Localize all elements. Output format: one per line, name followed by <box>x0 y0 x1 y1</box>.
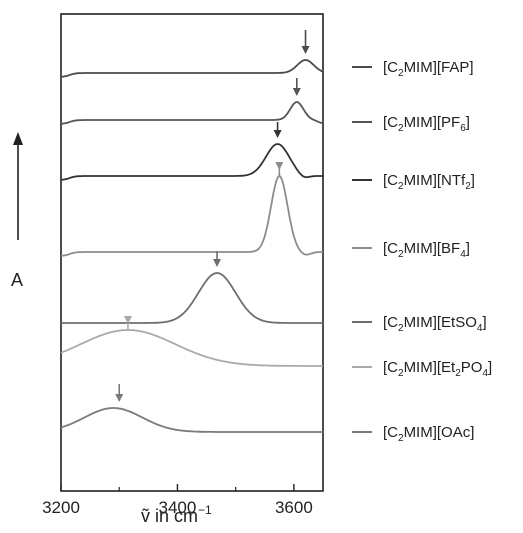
x-axis-ticks: 3200 3400 3600 <box>42 484 313 517</box>
peak-arrow-head-etso4 <box>213 259 222 267</box>
spectrum-line-et2po4 <box>60 329 323 367</box>
peak-arrows <box>115 30 310 402</box>
peak-arrow-head-fap <box>301 46 310 54</box>
spectrum-line-oac <box>60 407 323 433</box>
legend-label-bf4: [C2MIM][BF4] <box>383 240 470 260</box>
peak-arrow-head-oac <box>115 394 124 402</box>
legend: [C2MIM][FAP] [C2MIM][PF6] [C2MIM][NTf2] [C2… <box>352 59 492 444</box>
x-tick-label-3200: 3200 <box>42 498 80 517</box>
spectrum-line-ntf2 <box>60 143 323 181</box>
spectrum-line-pf6 <box>60 101 324 125</box>
spectrum-line-etso4 <box>61 272 323 324</box>
peak-arrow-head-et2po4 <box>123 316 132 324</box>
x-tick-label-3400: 3400 <box>159 498 197 517</box>
x-tick-label-3600: 3600 <box>275 498 313 517</box>
x-axis-title-exponent: −1 <box>198 503 212 517</box>
legend-label-et2po4: [C2MIM][Et2PO4] <box>383 359 492 379</box>
spectrum-line-bf4 <box>60 175 323 257</box>
legend-label-etso4: [C2MIM][EtSO4] <box>383 314 487 334</box>
spectra-curves <box>60 59 324 433</box>
legend-label-fap: [C2MIM][FAP] <box>383 59 474 79</box>
peak-arrow-head-bf4 <box>275 162 284 170</box>
legend-label-oac: [C2MIM][OAc] <box>383 424 474 444</box>
x-axis-title-main: ṽ in cm <box>141 506 198 526</box>
intensity-arrow-head <box>13 132 23 145</box>
legend-label-ntf2: [C2MIM][NTf2] <box>383 172 475 192</box>
y-axis-label: A <box>11 270 23 290</box>
x-axis-title: ṽ in cm−1 <box>141 503 212 526</box>
spectrum-line-fap <box>60 59 324 78</box>
legend-label-pf6: [C2MIM][PF6] <box>383 114 470 134</box>
peak-arrow-head-pf6 <box>292 88 301 96</box>
peak-arrow-head-ntf2 <box>273 130 282 138</box>
